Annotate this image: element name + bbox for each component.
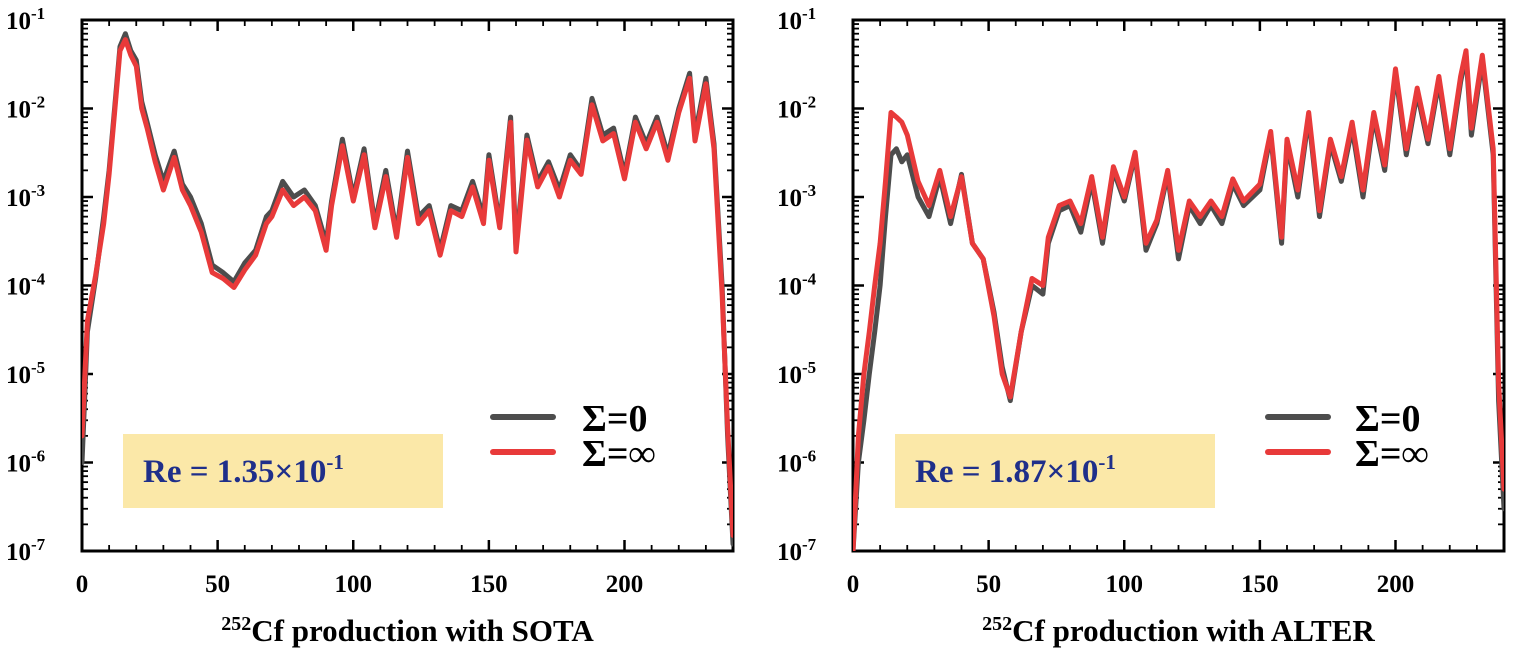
y-tick-label: 10-5	[6, 358, 45, 389]
re-annotation-text: Re = 1.87×10-1	[915, 450, 1116, 490]
series-line-sigma-inf	[853, 48, 1504, 551]
y-tick-label: 10-3	[6, 181, 45, 212]
x-tick-label: 50	[976, 571, 1001, 598]
chart-panel-1: 10-1 10-2 10-3 10-4 10-5 10-6 10-7 0 50 100 150 200…	[6, 4, 735, 648]
y-tick-label: 10-1	[6, 4, 45, 35]
y-tick-label: 10-4	[6, 270, 46, 301]
y-tick-label: 10-7	[6, 535, 46, 566]
x-tick-label: 50	[205, 571, 230, 598]
x-tick-label: 200	[606, 571, 644, 598]
x-axis-label: 252Cf production with ALTER	[982, 613, 1375, 648]
y-tick-label: 10-6	[777, 447, 816, 478]
y-tick-label: 10-3	[777, 181, 816, 212]
chart-panel-2: 10-1 10-2 10-3 10-4 10-5 10-6 10-7 0 50 100 150 200…	[777, 4, 1506, 648]
x-tick-label: 150	[470, 571, 508, 598]
y-tick-label: 10-5	[777, 358, 816, 389]
legend-label-sigma-inf: Σ=∞	[582, 433, 656, 475]
re-annotation-box	[895, 434, 1215, 508]
x-axis-label: 252Cf production with SOTA	[221, 613, 594, 648]
x-tick-label: 0	[847, 571, 860, 598]
x-tick-label: 200	[1377, 571, 1415, 598]
y-tick-label: 10-2	[6, 93, 45, 124]
y-tick-label: 10-7	[777, 535, 817, 566]
y-tick-label: 10-6	[6, 447, 45, 478]
x-tick-label: 100	[335, 571, 373, 598]
y-tick-label: 10-4	[777, 270, 817, 301]
x-tick-label: 0	[76, 571, 89, 598]
y-tick-label: 10-1	[777, 4, 816, 35]
legend-label-sigma-0: Σ=0	[582, 398, 648, 440]
legend-label-sigma-0: Σ=0	[1355, 398, 1421, 440]
re-annotation-text: Re = 1.35×10-1	[143, 450, 344, 490]
x-tick-label: 100	[1106, 571, 1144, 598]
y-tick-label: 10-2	[777, 93, 816, 124]
x-tick-label: 150	[1241, 571, 1279, 598]
re-annotation-box	[123, 434, 443, 508]
legend-label-sigma-inf: Σ=∞	[1355, 433, 1429, 475]
series-line-sigma-inf	[82, 37, 733, 538]
